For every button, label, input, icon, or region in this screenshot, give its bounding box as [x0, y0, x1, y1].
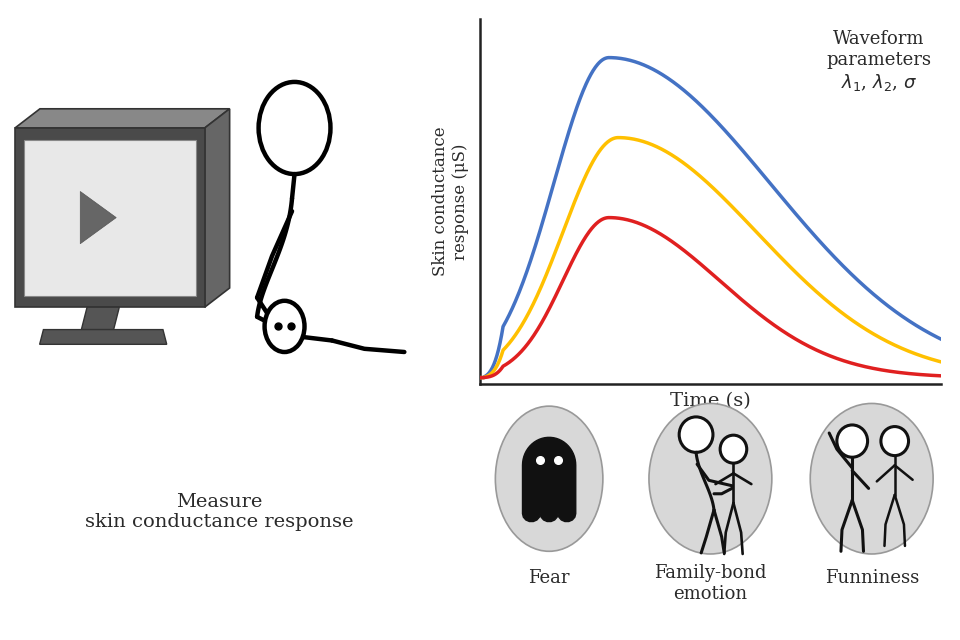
Ellipse shape — [810, 403, 933, 554]
Circle shape — [881, 427, 908, 456]
Text: Measure
skin conductance response: Measure skin conductance response — [85, 493, 354, 531]
Text: Family-bond
emotion: Family-bond emotion — [654, 564, 767, 603]
Polygon shape — [81, 191, 116, 244]
Y-axis label: Skin conductance
response (μS): Skin conductance response (μS) — [432, 127, 468, 276]
Polygon shape — [522, 437, 576, 522]
Circle shape — [720, 435, 747, 463]
Polygon shape — [24, 140, 196, 296]
Text: Waveform
parameters
$\lambda_1$, $\lambda_2$, $\sigma$: Waveform parameters $\lambda_1$, $\lambd… — [827, 30, 931, 93]
Polygon shape — [15, 109, 229, 128]
Circle shape — [265, 301, 304, 352]
Circle shape — [258, 82, 330, 174]
Ellipse shape — [649, 403, 772, 554]
Text: Fear: Fear — [528, 569, 570, 587]
Text: Funniness: Funniness — [825, 569, 919, 587]
Ellipse shape — [495, 406, 603, 551]
X-axis label: Time (s): Time (s) — [670, 392, 751, 410]
Polygon shape — [82, 307, 119, 330]
Polygon shape — [39, 330, 167, 344]
Polygon shape — [204, 109, 229, 307]
Circle shape — [679, 417, 713, 452]
Circle shape — [837, 425, 868, 457]
Polygon shape — [15, 128, 204, 307]
